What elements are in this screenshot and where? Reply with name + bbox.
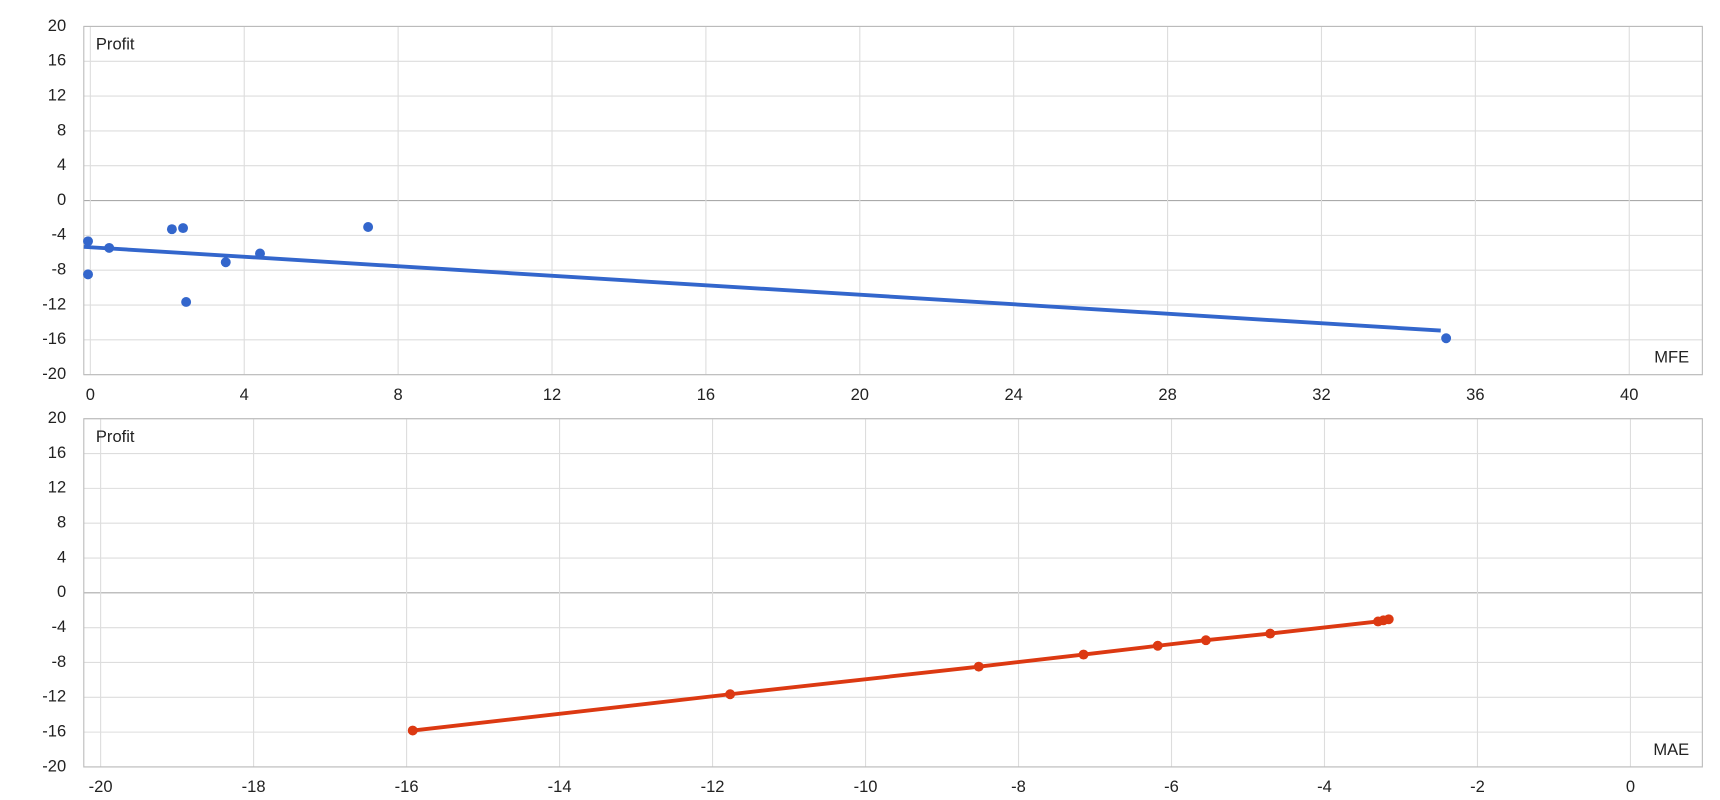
x-tick-label: -4 xyxy=(1317,777,1332,796)
y-tick-label: -8 xyxy=(51,652,66,671)
y-axis-label: Profit xyxy=(96,35,135,54)
y-tick-label: -20 xyxy=(42,364,66,383)
x-tick-label: 40 xyxy=(1620,385,1638,404)
x-tick-label: -8 xyxy=(1011,777,1026,796)
point xyxy=(178,223,189,234)
y-tick-label: -12 xyxy=(42,294,66,313)
point xyxy=(407,725,418,736)
x-axis-label: MFE xyxy=(1654,347,1689,366)
x-tick-label: -18 xyxy=(242,777,266,796)
x-tick-label: 24 xyxy=(1004,385,1022,404)
x-tick-label: 20 xyxy=(851,385,869,404)
y-tick-label: -16 xyxy=(42,329,66,348)
point xyxy=(220,257,231,268)
y-tick-label: 8 xyxy=(57,120,66,139)
point xyxy=(166,224,177,235)
point xyxy=(1441,333,1452,344)
x-tick-label: 28 xyxy=(1158,385,1176,404)
y-axis-label: Profit xyxy=(96,427,135,446)
x-tick-label: -20 xyxy=(89,777,113,796)
x-tick-label: 12 xyxy=(543,385,561,404)
point xyxy=(1152,640,1163,651)
y-tick-label: 4 xyxy=(57,547,66,566)
x-tick-label: 32 xyxy=(1312,385,1330,404)
y-tick-label: -12 xyxy=(42,687,66,706)
x-tick-label: -10 xyxy=(854,777,878,796)
x-tick-label: -2 xyxy=(1470,777,1485,796)
point xyxy=(1200,635,1211,646)
x-tick-label: -6 xyxy=(1164,777,1179,796)
point xyxy=(83,236,93,247)
point xyxy=(104,242,115,253)
trendline xyxy=(83,244,1441,333)
y-tick-label: -4 xyxy=(51,617,66,636)
y-tick-label: 16 xyxy=(48,443,66,462)
point xyxy=(1265,628,1276,639)
y-tick-label: -16 xyxy=(42,721,66,740)
y-tick-label: -20 xyxy=(42,756,66,775)
y-tick-label: 12 xyxy=(48,85,66,104)
x-tick-label: 8 xyxy=(394,385,403,404)
point xyxy=(725,689,736,700)
point xyxy=(1078,649,1089,660)
y-tick-label: 4 xyxy=(57,155,66,174)
y-tick-label: -4 xyxy=(51,225,66,244)
x-tick-label: 0 xyxy=(1626,777,1635,796)
y-tick-label: 0 xyxy=(57,582,66,601)
x-tick-label: 16 xyxy=(697,385,715,404)
x-tick-label: -12 xyxy=(701,777,725,796)
y-tick-label: 8 xyxy=(57,513,66,532)
x-tick-label: 36 xyxy=(1466,385,1484,404)
y-tick-label: -8 xyxy=(51,260,66,279)
point xyxy=(973,661,984,672)
plot-frame xyxy=(83,418,1703,768)
x-tick-label: -14 xyxy=(548,777,572,796)
x-tick-label: 0 xyxy=(86,385,95,404)
point xyxy=(363,222,374,232)
y-tick-label: 20 xyxy=(48,16,66,35)
y-tick-label: 0 xyxy=(57,190,66,209)
point xyxy=(181,297,192,307)
y-tick-label: 12 xyxy=(48,478,66,497)
x-axis-label: MAE xyxy=(1653,740,1689,759)
point xyxy=(83,269,93,280)
y-tick-label: 16 xyxy=(48,51,66,70)
x-tick-label: 4 xyxy=(240,385,249,404)
point xyxy=(255,248,265,259)
point xyxy=(1383,614,1394,625)
y-tick-label: 20 xyxy=(48,408,66,427)
x-tick-label: -16 xyxy=(395,777,419,796)
plot-frame xyxy=(83,25,1703,376)
